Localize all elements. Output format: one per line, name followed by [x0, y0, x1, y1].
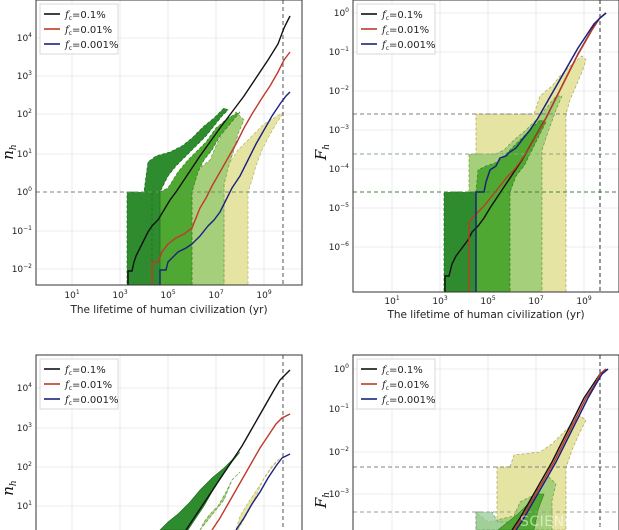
svg-text:10−1: 10−1 — [12, 225, 32, 237]
svg-text:10−2: 10−2 — [12, 263, 32, 275]
svg-text:105: 105 — [160, 289, 175, 301]
svg-text:10−1: 10−1 — [329, 46, 349, 58]
series-line-0.01pct — [468, 12, 607, 292]
series-line-0.1pct — [185, 369, 291, 530]
series-line-0.01pct — [151, 51, 291, 285]
uncertainty-bands — [126, 107, 285, 285]
legend-label-0.01pct: fc=0.01% — [381, 25, 429, 37]
panel-bottom-right: SCIENCEAQ.COM fc=0.1% fc=0.01% fc=0.001%… — [312, 354, 619, 530]
svg-text:109: 109 — [256, 289, 271, 301]
y-tick-labels: 104 103 102 101 100 10−1 10−2 — [12, 32, 32, 275]
legend: fc=0.1% fc=0.01% fc=0.001% — [39, 358, 119, 410]
legend-label-0.001pct: fc=0.001% — [381, 395, 436, 407]
svg-text:10−5: 10−5 — [329, 202, 349, 214]
svg-text:102: 102 — [17, 461, 32, 473]
svg-text:101: 101 — [64, 289, 79, 301]
legend: fc=0.1% fc=0.01% fc=0.001% — [356, 3, 436, 55]
svg-text:103: 103 — [112, 289, 127, 301]
svg-text:10−4: 10−4 — [329, 163, 349, 175]
svg-text:10−1: 10−1 — [329, 403, 349, 415]
axes-frame — [35, 0, 303, 286]
svg-text:101: 101 — [17, 500, 32, 512]
y-axis-label: nh — [0, 480, 19, 495]
x-axis-label: The lifetime of human civilization (yr) — [69, 304, 267, 316]
svg-text:103: 103 — [432, 295, 447, 307]
svg-text:10−2: 10−2 — [329, 446, 349, 458]
legend-label-0.1pct: fc=0.1% — [381, 10, 423, 22]
svg-text:104: 104 — [17, 382, 32, 394]
legend-label-0.001pct: fc=0.001% — [64, 40, 119, 52]
svg-text:109: 109 — [576, 295, 591, 307]
legend-label-0.1pct: fc=0.1% — [381, 365, 423, 377]
svg-text:107: 107 — [208, 289, 223, 301]
x-axis-label: The lifetime of human civilization (yr) — [386, 309, 584, 321]
svg-text:101: 101 — [17, 148, 32, 160]
y-axis-label: Fh — [312, 492, 332, 509]
svg-text:10−3: 10−3 — [329, 488, 349, 500]
svg-text:10−6: 10−6 — [329, 241, 349, 253]
svg-text:104: 104 — [17, 32, 32, 44]
legend: fc=0.1% fc=0.01% fc=0.001% — [39, 3, 119, 55]
legend-label-0.001pct: fc=0.001% — [64, 395, 119, 407]
series-line-0.001pct — [515, 368, 609, 530]
axes-frame — [35, 354, 303, 530]
svg-text:10−2: 10−2 — [329, 85, 349, 97]
svg-text:101: 101 — [384, 295, 399, 307]
svg-text:103: 103 — [17, 70, 32, 82]
legend-label-0.1pct: fc=0.1% — [64, 365, 106, 377]
plot-area-bottom-right: SCIENCEAQ.COM — [353, 355, 619, 530]
legend: fc=0.1% fc=0.01% fc=0.001% — [356, 358, 436, 410]
uncertainty-bands — [443, 55, 587, 292]
series-line-0.001pct — [159, 91, 291, 285]
legend-label-0.001pct: fc=0.001% — [381, 40, 436, 52]
y-tick-labels: 100 10−1 10−2 10−3 — [329, 363, 349, 500]
panel-top-right: fc=0.1% fc=0.01% fc=0.001% 100 10−1 10−2… — [312, 0, 619, 321]
panel-bottom-left: fc=0.1% fc=0.01% fc=0.001% 104 103 102 1… — [0, 354, 303, 530]
watermark: SCIENCEAQ.COM — [520, 514, 619, 530]
series-line-0.1pct — [127, 15, 291, 285]
axes-frame — [352, 0, 619, 293]
svg-text:100: 100 — [17, 186, 32, 198]
svg-text:105: 105 — [480, 295, 495, 307]
svg-text:10−3: 10−3 — [329, 124, 349, 136]
series-line-0.1pct — [511, 368, 607, 530]
y-axis-label: nh — [0, 144, 19, 159]
legend-label-0.01pct: fc=0.01% — [64, 25, 112, 37]
svg-text:100: 100 — [334, 363, 349, 375]
plot-area-bottom-left — [36, 355, 302, 530]
legend-label-0.01pct: fc=0.01% — [381, 380, 429, 392]
series-line-0.001pct — [475, 12, 607, 292]
svg-text:103: 103 — [17, 422, 32, 434]
y-tick-labels: 104 103 102 101 — [17, 382, 32, 512]
panel-top-left: fc=0.1% fc=0.01% fc=0.001% 104 103 102 1… — [0, 0, 303, 316]
uncertainty-bands — [475, 415, 587, 530]
legend-label-0.01pct: fc=0.01% — [64, 380, 112, 392]
y-tick-labels: 100 10−1 10−2 10−3 10−4 10−5 10−6 — [329, 7, 349, 253]
svg-text:107: 107 — [528, 295, 543, 307]
plot-area-top-right — [353, 0, 619, 292]
x-tick-labels: 101 103 105 107 109 — [64, 289, 271, 301]
series-line-0.001pct — [235, 453, 291, 530]
x-tick-labels: 101 103 105 107 109 — [384, 295, 591, 307]
axes-frame — [352, 354, 619, 530]
reference-hlines — [353, 113, 619, 193]
reference-hlines — [353, 466, 619, 513]
svg-text:100: 100 — [334, 7, 349, 19]
y-axis-label: Fh — [312, 144, 332, 161]
series-line-0.01pct — [211, 413, 291, 530]
svg-text:102: 102 — [17, 108, 32, 120]
legend-label-0.1pct: fc=0.1% — [64, 10, 106, 22]
